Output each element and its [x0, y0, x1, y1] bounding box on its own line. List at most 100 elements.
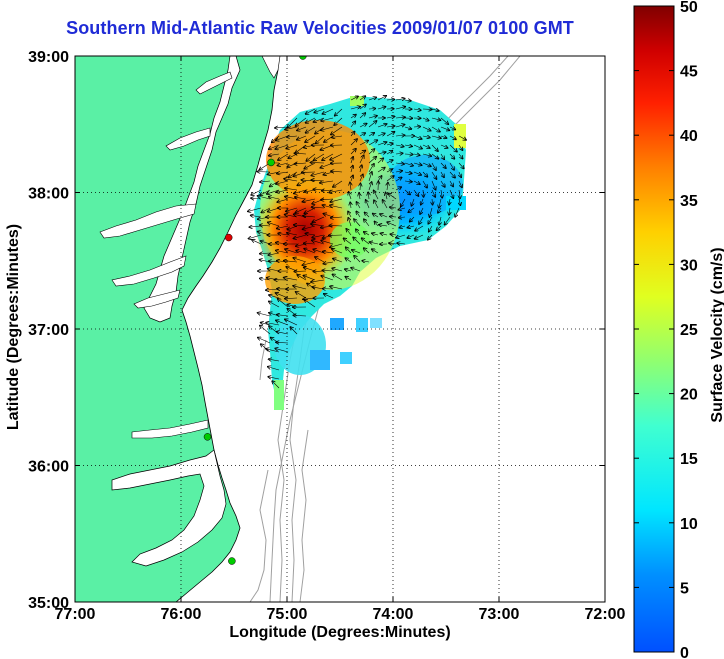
velocity-arrow	[320, 126, 334, 130]
velocity-arrow	[387, 222, 397, 227]
velocity-arrow	[372, 233, 379, 235]
velocity-arrow	[286, 144, 298, 149]
velocity-arrow	[386, 132, 395, 137]
velocity-arrow	[310, 162, 325, 163]
velocity-arrow	[285, 126, 298, 130]
velocity-patch-7	[350, 96, 364, 106]
velocity-arrow	[377, 158, 383, 164]
velocity-arrow	[371, 249, 379, 254]
velocity-arrow	[449, 171, 455, 178]
velocity-arrow	[332, 268, 343, 272]
velocity-arrow	[404, 181, 412, 182]
velocity-arrow	[267, 222, 280, 227]
velocity-arrow	[348, 211, 351, 218]
velocity-arrow	[414, 234, 424, 239]
velocity-arrow	[395, 124, 405, 127]
velocity-arrow	[269, 295, 280, 299]
velocity-arrow	[377, 133, 385, 136]
velocity-arrow	[356, 202, 361, 209]
velocity-arrow	[386, 116, 395, 118]
velocity-arrow	[333, 180, 343, 187]
x-tick-label: 74:00	[373, 606, 414, 623]
velocity-arrow	[251, 198, 262, 199]
velocity-arrow	[449, 162, 454, 170]
velocity-arrow	[295, 207, 307, 213]
velocity-arrow	[386, 126, 395, 127]
velocity-arrow	[321, 199, 334, 200]
velocity-arrow	[323, 294, 334, 299]
y-tick-label: 39:00	[28, 49, 69, 66]
velocity-arrow	[268, 154, 280, 156]
velocity-arrow	[266, 349, 280, 353]
velocity-arrow	[431, 109, 439, 111]
velocity-arrow	[351, 250, 361, 254]
velocity-arrow	[293, 258, 307, 263]
velocity-arrow	[395, 163, 404, 164]
velocity-arrow	[356, 211, 361, 218]
velocity-arrow	[350, 96, 358, 101]
velocity-arrow	[439, 198, 441, 208]
y-tick-label: 35:00	[28, 595, 69, 612]
velocity-arrow	[395, 187, 401, 190]
velocity-arrow	[441, 189, 442, 198]
velocity-arrow	[287, 233, 298, 235]
colorbar	[633, 5, 675, 653]
velocity-arrow	[459, 189, 460, 199]
velocity-arrow	[429, 207, 433, 217]
velocity-arrow	[439, 216, 441, 225]
velocity-arrow	[311, 280, 325, 282]
velocity-arrow	[345, 258, 352, 263]
x-axis: 77:00 76:00 75:00 74:00 73:00 72:00	[55, 56, 626, 623]
velocity-arrow	[329, 225, 343, 226]
velocity-arrow	[334, 108, 343, 116]
velocity-arrow	[377, 142, 387, 146]
velocity-arrow	[458, 153, 463, 159]
river-inlet-2	[111, 255, 187, 287]
velocity-arrow	[303, 243, 316, 244]
velocity-patch-8	[454, 124, 466, 148]
velocity-arrow	[413, 144, 422, 149]
velocity-arrow	[350, 202, 351, 209]
velocity-arrow	[449, 153, 455, 159]
velocity-arrow	[268, 359, 280, 361]
velocity-arrow	[428, 234, 433, 240]
velocity-arrow	[305, 233, 316, 235]
velocity-arrow	[290, 327, 298, 335]
velocity-arrow	[449, 189, 453, 198]
velocity-arrow	[407, 234, 415, 238]
velocity-arrow	[353, 237, 361, 245]
velocity-arrow	[350, 131, 355, 137]
velocity-arrow	[401, 198, 406, 207]
velocity-arrow	[395, 145, 404, 147]
velocity-arrow	[297, 126, 307, 131]
velocity-arrow	[350, 182, 351, 191]
velocity-arrow	[387, 182, 388, 191]
velocity-arrow	[440, 162, 446, 168]
velocity-arrow	[268, 377, 280, 379]
velocity-arrow	[395, 171, 403, 172]
velocity-arrow	[287, 117, 298, 128]
velocity-arrow	[362, 261, 370, 262]
velocity-arrow	[368, 182, 372, 191]
velocity-arrow	[359, 96, 366, 101]
velocity-arrow	[429, 225, 433, 232]
velocity-arrow	[374, 221, 379, 227]
velocity-arrow	[260, 189, 271, 195]
velocity-arrow	[459, 171, 461, 178]
velocity-arrow	[272, 381, 280, 389]
velocity-arrow	[314, 108, 325, 113]
velocity-arrow	[350, 139, 357, 146]
velocity-arrow	[398, 217, 406, 218]
velocity-arrow	[413, 135, 422, 139]
velocity-arrow	[458, 144, 463, 150]
velocity-arrow	[440, 153, 444, 159]
velocity-arrow	[449, 135, 456, 140]
velocity-field	[247, 96, 466, 410]
velocity-arrow	[413, 171, 421, 175]
velocity-arrow	[268, 301, 280, 308]
velocity-patch-5	[340, 352, 352, 364]
velocity-arrow	[312, 216, 325, 222]
velocity-arrow	[302, 198, 316, 202]
velocity-arrow	[411, 198, 414, 206]
velocity-arrow	[398, 208, 406, 210]
